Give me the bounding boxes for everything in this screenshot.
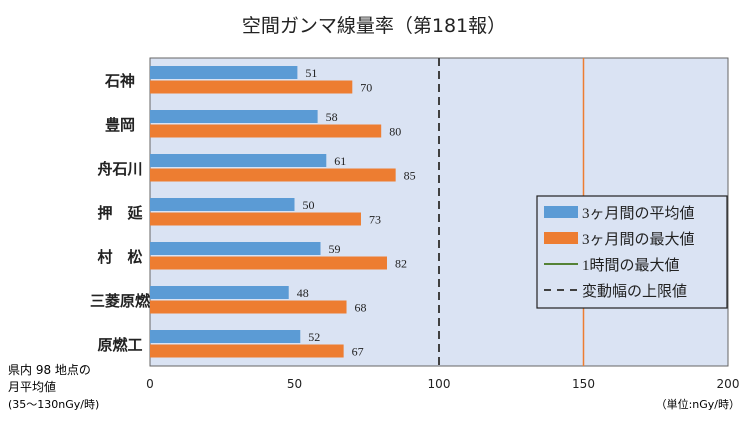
data-label: 58 [326,110,338,124]
bar-avg [150,198,295,211]
data-label: 51 [305,66,317,80]
bar-max [150,256,387,270]
note-line-2: 月平均値 [8,379,56,394]
legend-label: 変動幅の上限値 [582,283,687,300]
note-line-1: 県内 98 地点の [8,363,91,377]
bar-avg [150,154,327,167]
data-label: 80 [389,125,401,139]
category-label: 三菱原燃 [90,292,151,310]
data-label: 82 [395,257,407,271]
category-label: 豊岡 [105,116,135,134]
data-label: 68 [355,301,367,315]
bar-avg [150,330,301,343]
x-tick-label: 100 [428,377,451,391]
data-label: 70 [360,81,372,95]
bar-max [150,80,353,94]
legend-label: 1時間の最大値 [582,257,680,274]
bar-max [150,124,382,138]
x-tick-label: 150 [572,377,595,391]
data-label: 52 [308,330,320,344]
category-label: 舟石川 [97,160,142,178]
bar-avg [150,110,318,123]
legend-label: 3ヶ月間の最大値 [582,231,695,248]
data-label: 73 [369,213,381,227]
legend-swatch [544,232,578,244]
note-line-3: (35～130nGy/時) [8,398,99,411]
data-label: 67 [352,345,364,359]
data-label: 85 [404,169,416,183]
category-label: 石神 [104,72,135,90]
legend-swatch [544,206,578,218]
bar-max [150,168,396,182]
data-label: 59 [329,242,341,256]
category-label: 村 松 [97,248,142,266]
data-label: 50 [303,198,315,212]
x-tick-label: 50 [287,377,302,391]
bar-max [150,344,344,358]
category-label: 原燃工 [97,336,142,354]
legend-label: 3ヶ月間の平均値 [582,205,695,222]
chart-title: 空間ガンマ線量率（第181報） [242,15,506,37]
data-label: 48 [297,286,309,300]
bar-avg [150,66,298,79]
bar-avg [150,242,321,255]
category-label: 押 延 [97,204,143,222]
bar-max [150,300,347,314]
x-tick-label: 0 [146,377,154,391]
data-label: 61 [334,154,346,168]
unit-label: （単位:nGy/時） [656,397,740,411]
bar-avg [150,286,289,299]
bar-max [150,212,361,226]
x-tick-label: 200 [717,377,740,391]
